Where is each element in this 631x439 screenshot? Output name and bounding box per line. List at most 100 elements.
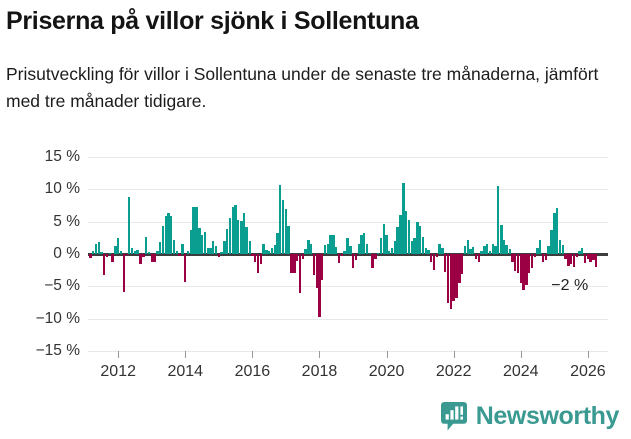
chart-bar xyxy=(410,241,413,254)
chart-bar xyxy=(158,242,162,254)
chart-bar xyxy=(116,238,120,254)
chart-bar xyxy=(525,254,528,286)
chart-bar xyxy=(284,208,288,254)
chart-bar xyxy=(128,197,131,254)
newsworthy-logo: Newsworthy xyxy=(440,402,619,431)
chart-bar xyxy=(144,236,148,254)
chart-bar xyxy=(332,234,335,254)
chart-bar xyxy=(309,243,313,254)
bar-chart: 15 % 10 % 5 % 0 % −5 % −10 % −15 % −2 % 2012 20… xyxy=(0,140,631,390)
chart-bar xyxy=(245,227,248,254)
chart-bar xyxy=(399,214,402,254)
chart-bar xyxy=(161,225,164,254)
chart-bar xyxy=(186,250,190,254)
chart-bar xyxy=(223,241,226,254)
chart-bar xyxy=(508,249,511,254)
chart-bar xyxy=(466,240,469,254)
chart-bar xyxy=(102,254,106,275)
chart-bar xyxy=(273,244,277,254)
chart-bar xyxy=(433,254,436,271)
chart-bar xyxy=(444,254,447,273)
chart-bar xyxy=(480,251,483,254)
chart-bar xyxy=(497,186,500,254)
chart-bar xyxy=(396,227,399,254)
chart-bar xyxy=(357,243,360,254)
gridline xyxy=(88,318,608,320)
x-axis-tick-label: 2024 xyxy=(502,363,539,380)
chart-bar xyxy=(407,219,411,254)
chart-bar xyxy=(167,212,170,254)
chart-bar xyxy=(511,254,514,262)
chart-bar xyxy=(307,240,310,254)
x-axis-tick xyxy=(587,351,589,358)
x-axis-tick xyxy=(386,351,388,358)
chart-bar xyxy=(97,242,100,254)
chart-bar xyxy=(270,247,274,254)
chart-bar xyxy=(312,254,315,276)
chart-bar xyxy=(256,254,260,274)
x-axis-tick-label: 2014 xyxy=(167,363,204,380)
page-subtitle: Prisutveckling för villor i Sollentuna u… xyxy=(6,64,599,111)
chart-bar xyxy=(111,254,114,263)
chart-bar xyxy=(189,230,193,254)
chart-bar xyxy=(379,238,383,254)
chart-bar xyxy=(416,222,419,254)
x-axis-tick-label: 2022 xyxy=(435,363,472,380)
chart-bar xyxy=(555,208,559,254)
last-value-annotation: −2 % xyxy=(551,277,589,295)
chart-bar xyxy=(558,239,562,254)
chart-bar xyxy=(217,254,221,257)
chart-bar xyxy=(228,218,232,254)
chart-bar xyxy=(343,251,346,254)
chart-bar xyxy=(320,254,324,280)
chart-bar xyxy=(500,224,503,254)
chart-bar xyxy=(105,254,109,257)
chart-bar xyxy=(354,254,357,261)
y-axis-labels: 15 % 10 % 5 % 0 % −5 % −10 % −15 % xyxy=(0,149,80,359)
chart-bar xyxy=(382,224,386,254)
chart-bar xyxy=(295,254,299,262)
plot-area xyxy=(88,157,608,352)
y-axis-tick-label: 5 % xyxy=(53,212,80,230)
chart-bar xyxy=(533,254,537,258)
chart-bar xyxy=(337,254,341,264)
chart-bar xyxy=(376,252,380,254)
chart-bar xyxy=(368,253,371,255)
x-axis-tick-label: 2020 xyxy=(368,363,405,380)
chart-bar xyxy=(595,254,598,267)
chart-bar xyxy=(452,254,455,301)
chart-bar xyxy=(226,228,229,254)
x-axis-tick xyxy=(252,351,254,358)
chart-bar xyxy=(209,248,212,254)
chart-bar xyxy=(388,250,391,254)
chart-bar xyxy=(486,244,489,254)
chart-bar xyxy=(304,248,307,254)
chart-bar xyxy=(326,243,330,254)
chart-bar xyxy=(471,246,475,254)
chart-bar xyxy=(463,246,466,254)
chart-bar xyxy=(421,236,424,254)
chart-bar xyxy=(494,246,497,254)
chart-bar xyxy=(142,254,145,257)
chart-bar xyxy=(335,246,338,254)
chart-bar xyxy=(131,248,134,254)
chart-bar xyxy=(251,254,254,256)
chart-bar xyxy=(349,246,352,254)
chart-bar xyxy=(315,254,318,288)
chart-bar xyxy=(156,251,159,254)
chart-bar xyxy=(575,254,578,258)
chart-bar xyxy=(147,252,151,254)
chart-bar xyxy=(206,247,209,254)
chart-bar xyxy=(362,232,366,254)
x-axis-tick xyxy=(520,351,522,358)
chart-bar xyxy=(198,228,201,254)
gridline xyxy=(88,286,608,288)
y-axis-tick-label: 10 % xyxy=(44,180,80,198)
chart-bar xyxy=(578,250,581,254)
chart-bar xyxy=(231,206,235,254)
gridline xyxy=(88,189,608,191)
chart-bar xyxy=(427,250,430,254)
chart-bar xyxy=(547,245,550,254)
chart-bar xyxy=(572,254,575,267)
